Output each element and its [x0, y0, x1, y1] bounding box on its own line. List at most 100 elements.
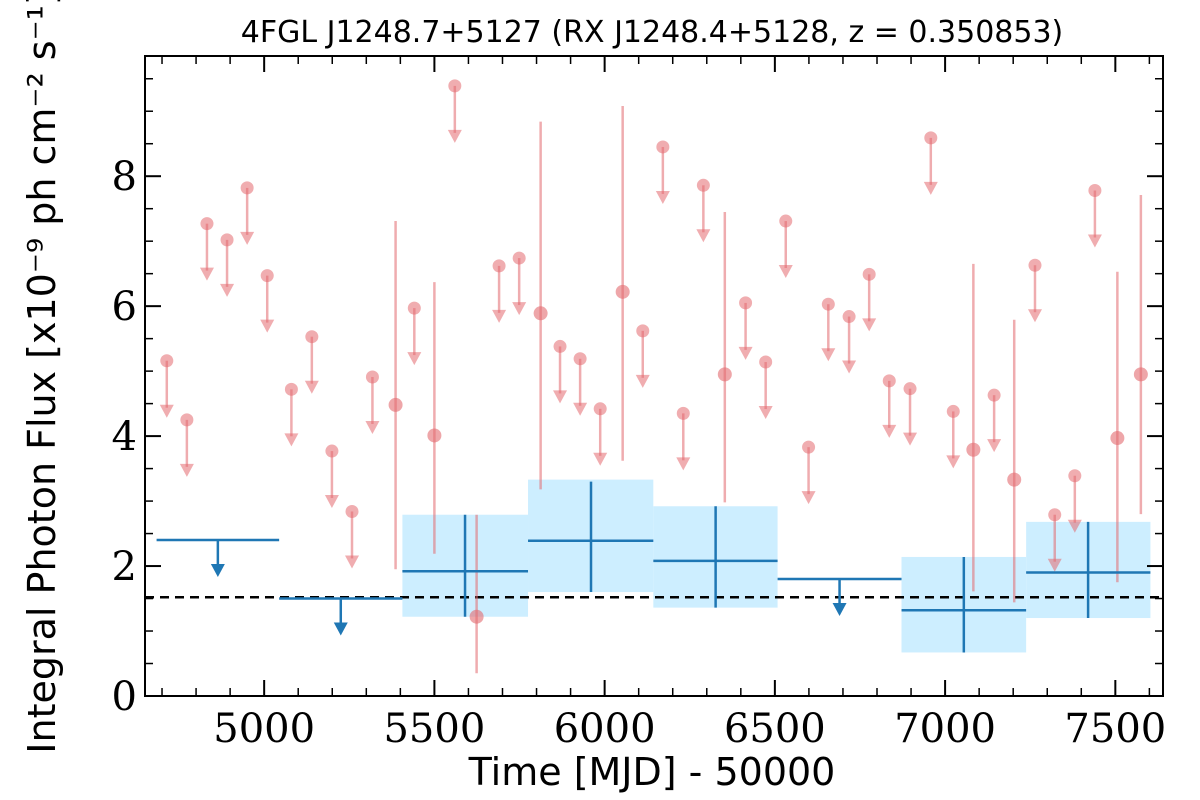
- upper-limit-arrow: [758, 406, 773, 420]
- detection-marker: [388, 397, 403, 412]
- upper-limit-marker: [407, 301, 421, 315]
- upper-limit-marker: [573, 352, 587, 366]
- upper-limit-marker: [1088, 183, 1102, 197]
- axes: 5000 5500 6000 6500 7000 7500 0 2 4 6 8: [112, 55, 1166, 752]
- upper-limit-arrow: [407, 352, 422, 366]
- upper-limit-arrow: [801, 491, 816, 505]
- wide-bin-points: [156, 481, 1151, 653]
- upper-limit-marker: [1028, 258, 1042, 272]
- detection-marker: [966, 442, 981, 457]
- upper-limit-marker: [903, 382, 917, 396]
- upper-limit-arrow: [512, 302, 527, 316]
- x-tick-label: 5500: [383, 706, 485, 752]
- upper-limit-arrow: [987, 439, 1002, 453]
- upper-limit-arrow: [593, 452, 608, 466]
- upper-limit-arrow: [365, 420, 380, 434]
- upper-limit-arrow: [635, 374, 650, 388]
- upper-limit-marker: [260, 269, 274, 283]
- uncertainty-bands: [402, 479, 1151, 653]
- upper-limit-marker: [240, 181, 254, 195]
- x-tick-label: 6500: [724, 706, 826, 752]
- upper-limit-marker: [821, 297, 835, 311]
- upper-limit-arrow: [240, 231, 255, 245]
- upper-limit-arrow: [862, 318, 877, 332]
- upper-limit-marker: [802, 440, 816, 454]
- upper-limit-marker: [946, 404, 960, 418]
- upper-limit-arrow: [345, 555, 360, 569]
- upper-limit-arrow: [696, 229, 711, 243]
- detection-marker: [427, 428, 442, 443]
- upper-limit-arrow: [1087, 234, 1102, 248]
- detection-marker: [1133, 367, 1148, 382]
- upper-limit-arrow: [573, 402, 588, 416]
- upper-limit-arrow: [842, 360, 857, 374]
- upper-limit-arrow: [655, 190, 670, 204]
- upper-limit-arrow: [179, 463, 194, 477]
- upper-limit-marker: [325, 444, 339, 458]
- upper-limit-marker: [924, 131, 938, 145]
- upper-limit-arrow: [284, 433, 299, 447]
- bin-upper-limit-arrow: [832, 603, 847, 617]
- upper-limit-arrow: [738, 346, 753, 360]
- x-tick-label: 6000: [554, 706, 656, 752]
- upper-limit-marker: [345, 504, 359, 518]
- upper-limit-marker: [987, 388, 1001, 402]
- upper-limit-arrow: [882, 424, 897, 438]
- upper-limit-marker: [882, 374, 896, 388]
- upper-limit-arrow: [676, 457, 691, 471]
- upper-limit-arrow: [946, 455, 961, 469]
- upper-limit-marker: [365, 370, 379, 384]
- upper-limit-arrow: [447, 129, 462, 143]
- chart-title: 4FGL J1248.7+5127 (RX J1248.4+5128, z = …: [241, 15, 1064, 50]
- upper-limit-marker: [1048, 508, 1062, 522]
- upper-limit-marker: [759, 355, 773, 369]
- detection-marker: [615, 284, 630, 299]
- y-tick-label: 2: [112, 544, 137, 590]
- chart-text: 4FGL J1248.7+5127 (RX J1248.4+5128, z = …: [20, 0, 1063, 794]
- upper-limit-marker: [220, 233, 234, 247]
- upper-limit-arrow: [1047, 558, 1062, 572]
- detection-marker: [1007, 472, 1022, 487]
- upper-limit-marker: [305, 330, 319, 344]
- upper-limit-arrow: [199, 267, 214, 281]
- detection-marker: [717, 367, 732, 382]
- y-tick-label: 0: [112, 674, 137, 720]
- y-tick-label: 8: [112, 154, 137, 200]
- upper-limit-marker: [842, 310, 856, 324]
- x-tick-label: 7500: [1064, 706, 1166, 752]
- y-tick-label: 4: [112, 414, 137, 460]
- upper-limit-arrow: [821, 348, 836, 362]
- plot-frame: [144, 55, 1164, 697]
- y-tick-label: 6: [112, 284, 137, 330]
- upper-limit-marker: [200, 217, 214, 231]
- upper-limit-arrow: [324, 495, 339, 509]
- upper-limit-marker: [492, 259, 506, 273]
- upper-limit-arrow: [903, 432, 918, 446]
- upper-limit-marker: [656, 140, 670, 154]
- upper-limit-marker: [180, 413, 194, 427]
- detection-marker: [533, 306, 548, 321]
- upper-limit-arrow: [304, 380, 319, 394]
- short-bin-points: [159, 79, 1148, 674]
- upper-limit-marker: [676, 406, 690, 420]
- upper-limit-arrow: [1027, 309, 1042, 323]
- upper-limit-marker: [448, 79, 462, 93]
- bin-upper-limit-arrow: [333, 622, 348, 636]
- upper-limit-arrow: [923, 181, 938, 195]
- upper-limit-arrow: [1067, 519, 1082, 533]
- upper-limit-marker: [779, 214, 793, 228]
- upper-limit-arrow: [159, 404, 174, 418]
- upper-limit-arrow: [220, 283, 235, 297]
- bin-upper-limit-arrow: [210, 564, 225, 578]
- upper-limit-marker: [696, 178, 710, 192]
- upper-limit-marker: [636, 324, 650, 338]
- upper-limit-marker: [512, 251, 526, 265]
- upper-limit-arrow: [492, 309, 507, 323]
- upper-limit-marker: [1068, 469, 1082, 483]
- upper-limit-marker: [739, 296, 753, 310]
- x-axis-label: Time [MJD] - 50000: [468, 750, 836, 794]
- detection-marker: [469, 609, 484, 624]
- x-tick-label: 7000: [894, 706, 996, 752]
